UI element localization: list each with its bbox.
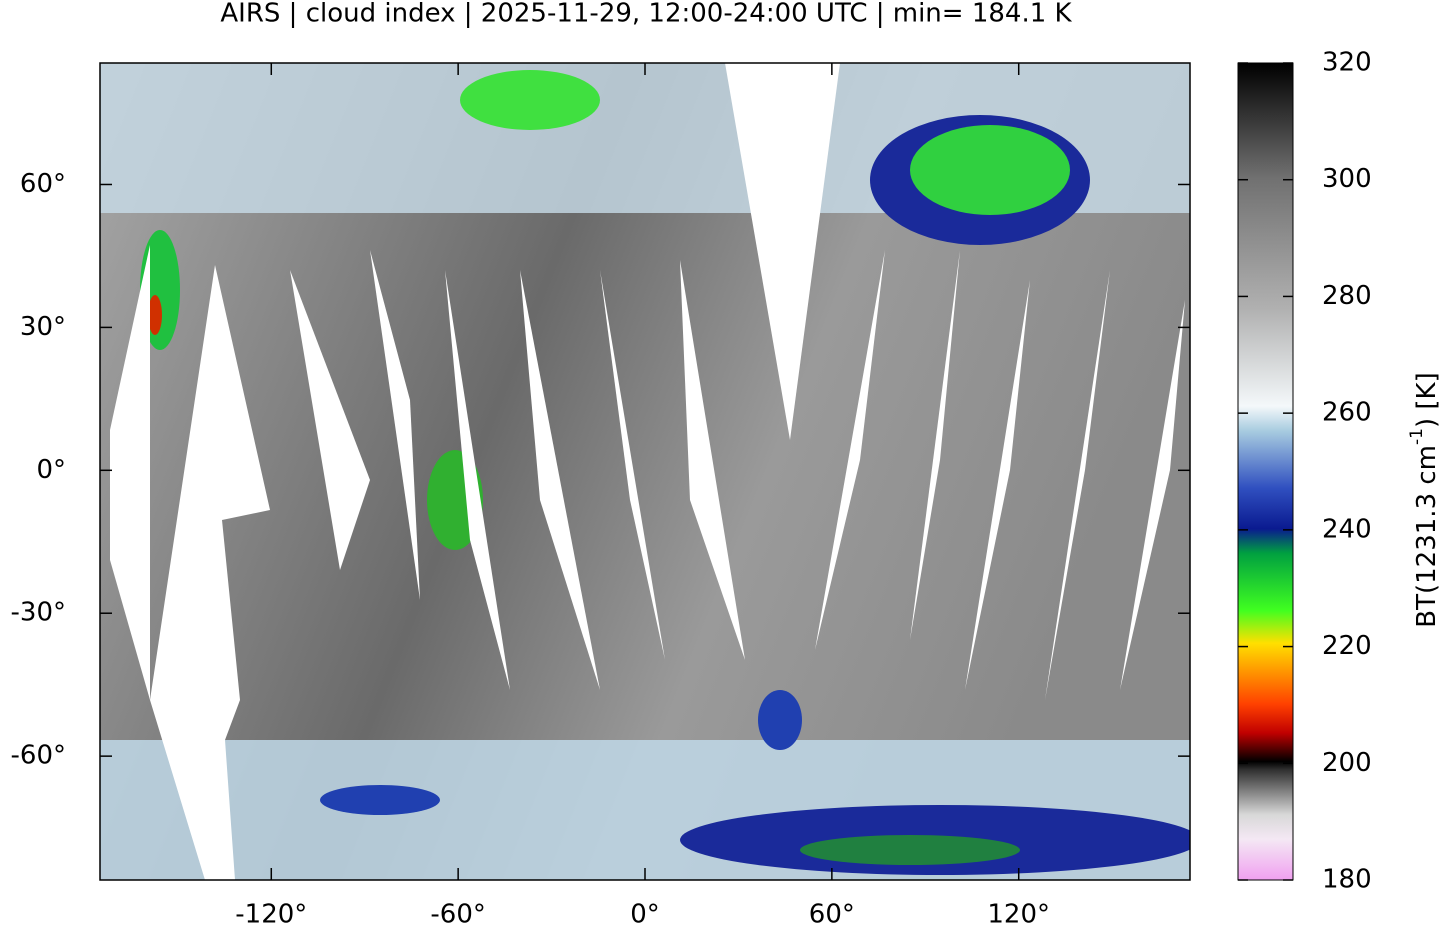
colorbar-tick-label: 300 (1322, 164, 1372, 194)
colorbar-label-end: ) [K] (1412, 372, 1442, 428)
colorbar-label: BT(1231.3 cm-1) [K] (1407, 372, 1442, 627)
colorbar-tick-label: 320 (1322, 48, 1372, 78)
colorbar-tick-label: 260 (1322, 398, 1372, 428)
colorbar-label-sup: -1 (1407, 428, 1427, 445)
map-image (100, 63, 1190, 880)
colorbar-tick-label: 240 (1322, 514, 1372, 544)
x-tick-label: -60° (430, 900, 485, 930)
colorbar-tick-label: 220 (1322, 631, 1372, 661)
title: AIRS | cloud index | 2025-11-29, 12:00-2… (220, 0, 1072, 29)
colorbar-tick-label: 180 (1322, 865, 1372, 895)
colorbar (1237, 62, 1294, 881)
y-tick-label: -30° (11, 598, 66, 628)
colorbar-tick-label: 200 (1322, 748, 1372, 778)
x-tick-label: 120° (987, 900, 1050, 930)
colorbar-label-main: BT(1231.3 cm (1412, 445, 1442, 628)
y-tick-label: 30° (20, 312, 66, 342)
x-tick-label: 60° (809, 900, 855, 930)
y-tick-label: 60° (20, 169, 66, 199)
y-tick-label: -60° (11, 741, 66, 771)
y-tick-label: 0° (36, 455, 66, 485)
x-tick-label: 0° (630, 900, 660, 930)
x-tick-label: -120° (235, 900, 307, 930)
colorbar-tick-label: 280 (1322, 281, 1372, 311)
